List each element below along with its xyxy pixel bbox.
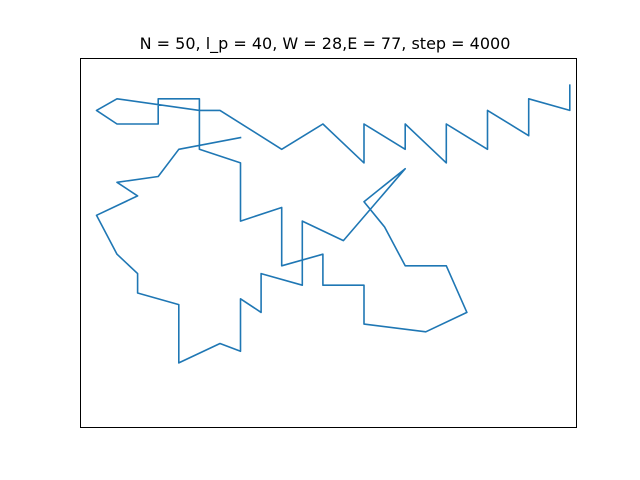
chart-title: N = 50, l_p = 40, W = 28,E = 77, step = … (140, 34, 511, 54)
axes-frame (80, 58, 577, 428)
series-line-0 (95, 84, 571, 364)
plot-area (95, 84, 571, 364)
